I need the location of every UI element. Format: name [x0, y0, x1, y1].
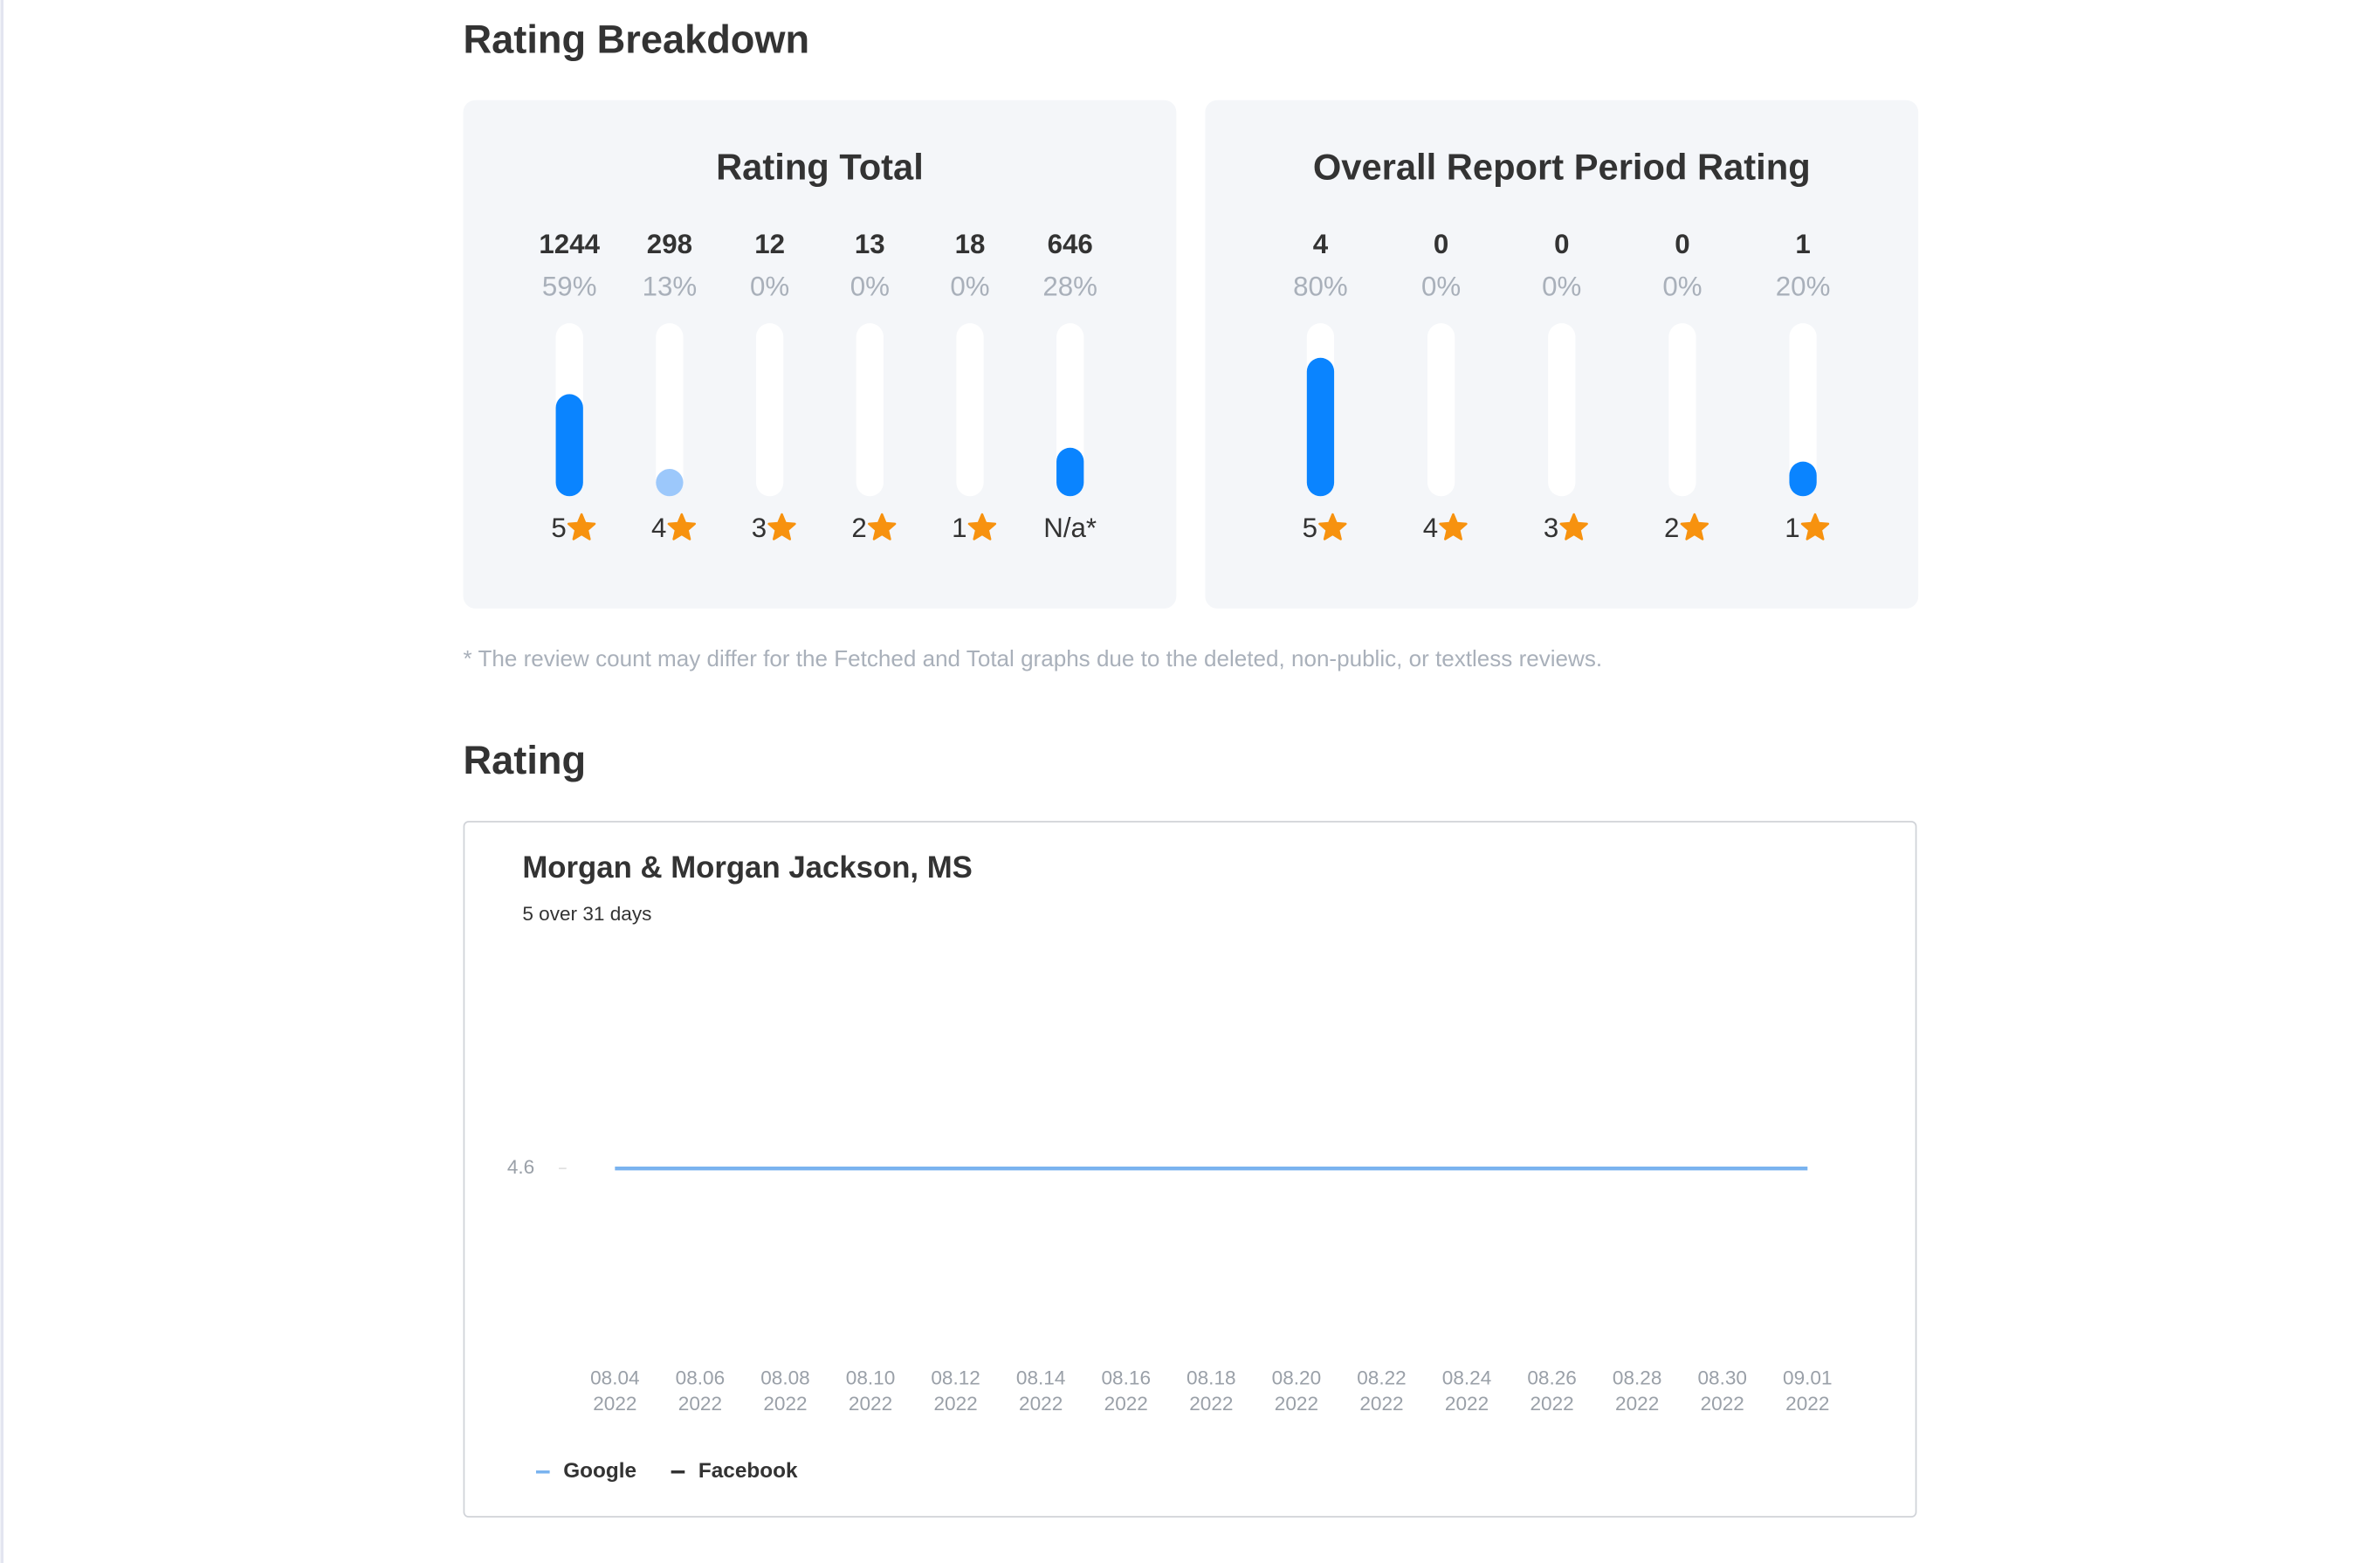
bar-track: [956, 323, 984, 497]
star-label: 3: [1544, 513, 1558, 543]
y-tick-label: 4.6: [507, 1156, 534, 1178]
x-tick-label: 08.10: [846, 1367, 896, 1389]
x-tick-label: 08.24: [1442, 1367, 1492, 1389]
bar: [555, 394, 583, 497]
x-tick-label: 2022: [934, 1393, 978, 1415]
card-title: Rating Total: [716, 147, 924, 188]
x-tick-label: 2022: [763, 1393, 807, 1415]
card-title: Overall Report Period Rating: [1313, 147, 1811, 188]
star-icon: [1800, 513, 1830, 541]
legend-label: Facebook: [698, 1459, 798, 1483]
bar-track: [755, 323, 784, 497]
star-label: 5: [1303, 513, 1317, 543]
x-tick-label: 08.16: [1102, 1367, 1152, 1389]
percent: 0%: [1421, 271, 1461, 301]
x-tick-label: 2022: [1275, 1393, 1318, 1415]
x-tick-label: 2022: [593, 1393, 636, 1415]
x-tick-label: 2022: [678, 1393, 722, 1415]
count: 0: [1554, 229, 1569, 259]
section-title: Rating Breakdown: [464, 17, 810, 62]
x-tick-label: 08.18: [1187, 1367, 1236, 1389]
percent: 0%: [850, 271, 890, 301]
star-label: N/a*: [1043, 513, 1097, 543]
count: 12: [754, 229, 785, 259]
star-icon: [967, 513, 997, 541]
percent: 0%: [1662, 271, 1702, 301]
bar-track: [656, 323, 684, 497]
card: [463, 100, 1177, 609]
x-tick-label: 08.30: [1697, 1367, 1747, 1389]
bar-track: [1668, 323, 1696, 497]
percent: 13%: [643, 271, 698, 301]
section-title: Rating: [464, 738, 587, 782]
star-icon: [667, 513, 696, 541]
percent: 0%: [950, 271, 989, 301]
star-label: 1: [952, 513, 966, 543]
bar: [656, 469, 684, 497]
star-icon: [1559, 513, 1588, 541]
count: 1244: [539, 229, 600, 259]
legend-label: Google: [563, 1459, 636, 1483]
bar: [1056, 447, 1084, 497]
x-tick-label: 08.12: [931, 1367, 980, 1389]
count: 13: [855, 229, 885, 259]
count: 646: [1048, 229, 1093, 259]
x-tick-label: 2022: [1785, 1393, 1829, 1415]
star-label: 5: [551, 513, 566, 543]
x-tick-label: 08.06: [676, 1367, 726, 1389]
star-icon: [767, 513, 796, 541]
star-icon: [868, 513, 897, 541]
bar-track: [1427, 323, 1455, 497]
x-tick-label: 08.04: [590, 1367, 640, 1389]
x-tick-label: 08.20: [1272, 1367, 1322, 1389]
bar: [1789, 461, 1817, 497]
footnote: * The review count may differ for the Fe…: [464, 645, 1603, 671]
percent: 59%: [542, 271, 597, 301]
chart-title: Morgan & Morgan Jackson, MS: [522, 851, 973, 885]
x-tick-label: 09.01: [1783, 1367, 1833, 1389]
x-tick-label: 2022: [849, 1393, 892, 1415]
x-tick-label: 2022: [1530, 1393, 1573, 1415]
x-tick-label: 2022: [1445, 1393, 1489, 1415]
bar-track: [1548, 323, 1576, 497]
star-label: 2: [1664, 513, 1679, 543]
left-border: [0, 0, 3, 1563]
x-tick-label: 08.08: [760, 1367, 810, 1389]
count: 0: [1675, 229, 1689, 259]
count: 0: [1434, 229, 1448, 259]
star-icon: [1318, 513, 1347, 541]
star-icon: [1680, 513, 1709, 541]
x-tick-label: 08.14: [1016, 1367, 1066, 1389]
percent: 80%: [1293, 271, 1348, 301]
x-tick-label: 2022: [1189, 1393, 1233, 1415]
count: 4: [1313, 229, 1329, 259]
x-tick-label: 08.28: [1613, 1367, 1662, 1389]
x-tick-label: 2022: [1359, 1393, 1403, 1415]
x-tick-label: 2022: [1615, 1393, 1659, 1415]
x-tick-label: 08.22: [1357, 1367, 1407, 1389]
percent: 0%: [1542, 271, 1581, 301]
percent: 28%: [1042, 271, 1097, 301]
percent: 0%: [750, 271, 789, 301]
star-label: 1: [1785, 513, 1799, 543]
star-label: 2: [851, 513, 866, 543]
percent: 20%: [1776, 271, 1831, 301]
count: 298: [647, 229, 692, 259]
count: 18: [955, 229, 986, 259]
star-label: 4: [651, 513, 666, 543]
count: 1: [1795, 229, 1810, 259]
bar-track: [856, 323, 884, 497]
x-tick-label: 08.26: [1527, 1367, 1577, 1389]
star-label: 3: [752, 513, 767, 543]
bar-track: [1789, 323, 1817, 497]
bar: [1306, 357, 1335, 497]
star-label: 4: [1423, 513, 1438, 543]
x-tick-label: 2022: [1019, 1393, 1063, 1415]
star-icon: [1439, 513, 1468, 541]
chart-subtitle: 5 over 31 days: [522, 903, 651, 925]
x-tick-label: 2022: [1701, 1393, 1744, 1415]
star-icon: [567, 513, 596, 541]
x-tick-label: 2022: [1104, 1393, 1148, 1415]
